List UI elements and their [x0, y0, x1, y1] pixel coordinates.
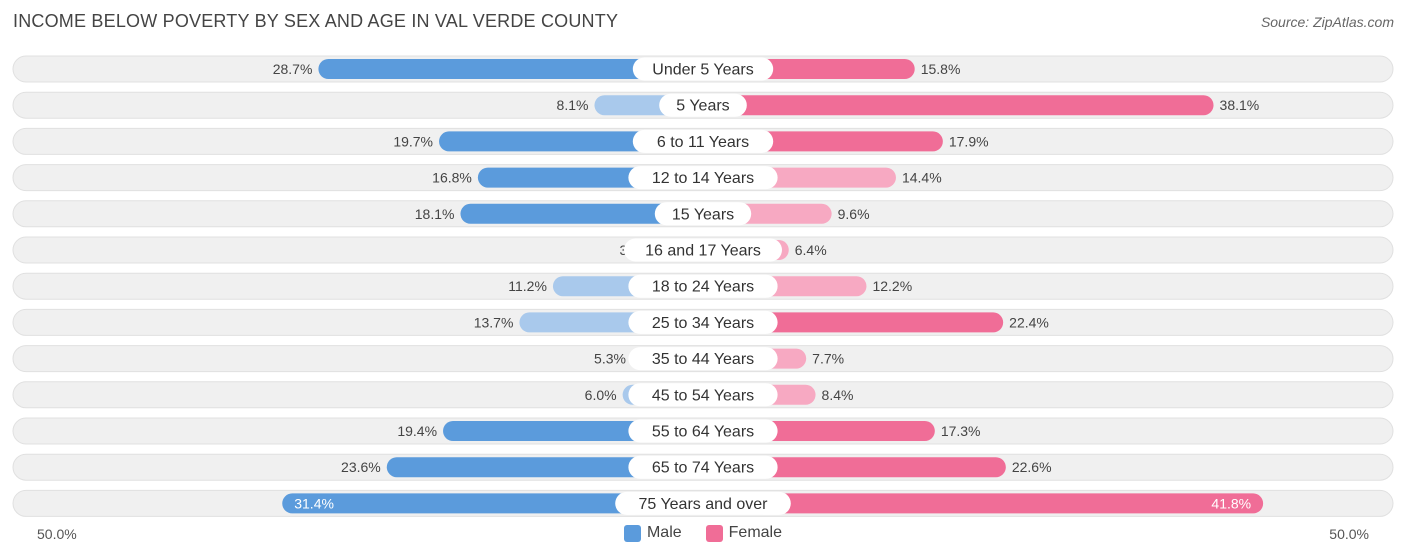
- chart-title: INCOME BELOW POVERTY BY SEX AND AGE IN V…: [13, 11, 619, 31]
- legend-label-male: Male: [646, 524, 682, 541]
- source-label: Source: ZipAtlas.com: [1260, 14, 1394, 30]
- category-pill: [624, 238, 782, 262]
- category-pill: [632, 129, 774, 153]
- value-label-female: 8.4%: [822, 387, 854, 403]
- category-pill: [659, 93, 747, 117]
- value-label-male: 13.7%: [474, 314, 514, 330]
- category-label: 55 to 64 Years: [652, 424, 754, 441]
- bar-female: [703, 457, 1006, 478]
- category-label: 65 to 74 Years: [652, 460, 754, 477]
- value-label-male: 11.2%: [508, 278, 547, 294]
- category-pill: [628, 347, 778, 371]
- category-label: 12 to 14 Years: [652, 170, 754, 187]
- category-pill: [632, 57, 774, 81]
- value-label-female: 17.9%: [949, 133, 989, 149]
- value-label-female: 7.7%: [812, 351, 844, 367]
- category-label: 5 Years: [676, 98, 729, 115]
- category-label: 18 to 24 Years: [652, 279, 754, 296]
- category-pill: [628, 274, 778, 298]
- value-label-male: 8.1%: [557, 97, 589, 113]
- value-label-female: 15.8%: [921, 61, 961, 77]
- chart-plot: 28.7% 15.8% Under 5 Years 8.1% 38.1% 5 Years 1…: [12, 55, 1394, 517]
- value-label-female: 38.1%: [1220, 97, 1260, 113]
- value-label-male: 16.8%: [432, 170, 472, 186]
- value-label-female: 22.6%: [1012, 459, 1052, 475]
- category-pill: [628, 419, 778, 443]
- category-label: 25 to 34 Years: [652, 315, 754, 332]
- value-label-female: 12.2%: [872, 278, 912, 294]
- category-label: 15 Years: [672, 206, 734, 223]
- category-label: 16 and 17 Years: [645, 243, 761, 260]
- bar-male: [282, 493, 703, 514]
- bar-female: [703, 95, 1214, 116]
- legend-swatch-male: [623, 524, 641, 542]
- axis-left-label: 50.0%: [37, 526, 77, 542]
- value-label-male: 18.1%: [415, 206, 455, 222]
- bar-male: [460, 203, 703, 224]
- bar-male: [386, 457, 703, 478]
- category-pill: [628, 383, 778, 407]
- category-pill: [615, 491, 791, 515]
- category-pill: [628, 310, 778, 334]
- bar-female: [703, 493, 1264, 514]
- category-pill: [628, 455, 778, 479]
- legend-item-female[interactable]: Female: [705, 524, 783, 542]
- category-label: 35 to 44 Years: [652, 351, 754, 368]
- category-label: 45 to 54 Years: [652, 387, 754, 404]
- axis-right-label: 50.0%: [1329, 526, 1369, 542]
- legend-label-female: Female: [728, 524, 783, 541]
- value-label-female: 14.4%: [902, 170, 942, 186]
- value-label-female: 9.6%: [838, 206, 870, 222]
- category-pill: [654, 202, 752, 226]
- legend-swatch-female: [705, 524, 723, 542]
- legend-item-male[interactable]: Male: [623, 524, 682, 542]
- value-label-male: 31.4%: [294, 495, 334, 511]
- value-label-male: 23.6%: [341, 459, 381, 475]
- category-label: 75 Years and over: [639, 496, 769, 513]
- value-label-male: 6.0%: [585, 387, 617, 403]
- value-label-male: 19.4%: [397, 423, 437, 439]
- legend: Male Female: [0, 524, 1406, 542]
- category-label: Under 5 Years: [652, 62, 753, 79]
- value-label-male: 19.7%: [393, 133, 433, 149]
- value-label-female: 17.3%: [941, 423, 981, 439]
- value-label-female: 22.4%: [1009, 314, 1049, 330]
- category-pill: [628, 166, 778, 190]
- bar-female: [703, 312, 1004, 333]
- value-label-male: 28.7%: [273, 61, 313, 77]
- value-label-female: 41.8%: [1211, 495, 1251, 511]
- value-label-male: 5.3%: [594, 351, 626, 367]
- bar-male: [318, 59, 703, 79]
- value-label-female: 6.4%: [795, 242, 827, 258]
- category-label: 6 to 11 Years: [657, 134, 749, 151]
